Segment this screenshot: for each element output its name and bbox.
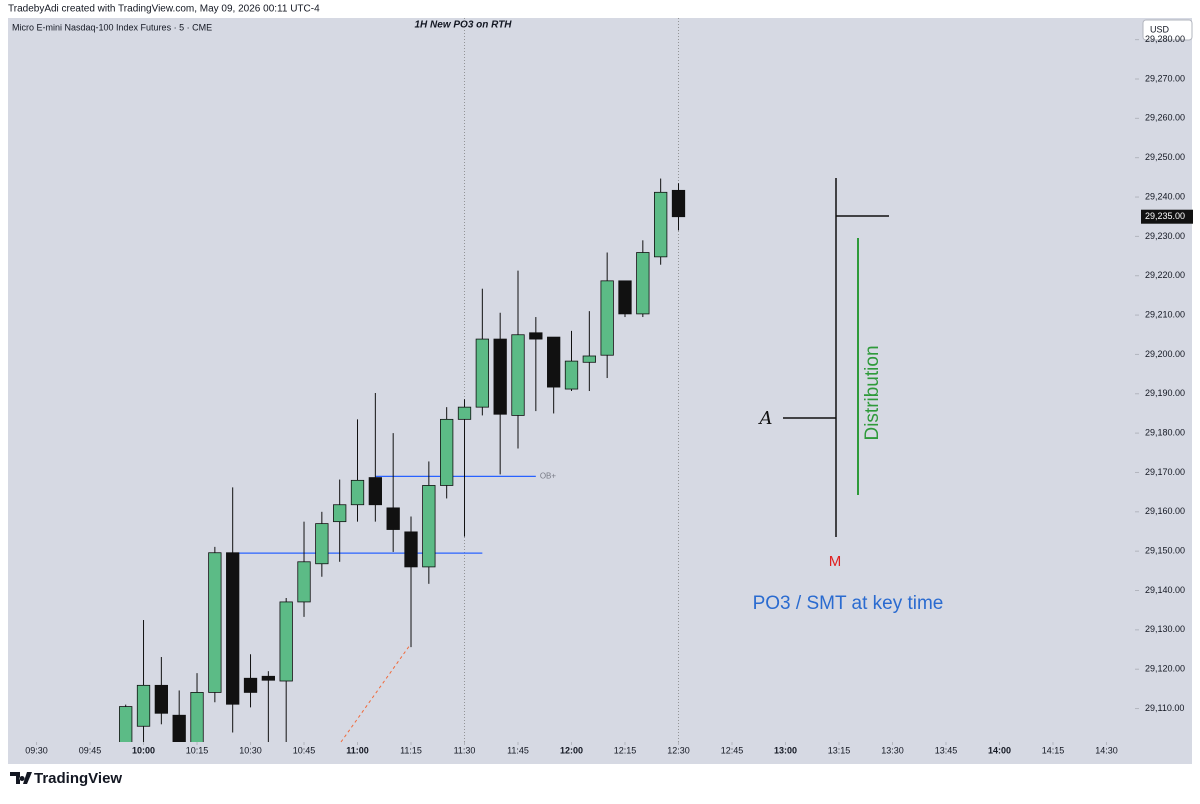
x-tick-label: 12:45 — [721, 745, 744, 755]
y-tick-label: 29,180.00 — [1145, 427, 1185, 437]
x-tick-label: 13:45 — [935, 745, 958, 755]
candle-body — [654, 191, 668, 258]
x-tick-label: 14:00 — [988, 745, 1011, 755]
candle-body — [261, 675, 275, 681]
candle-body — [475, 338, 489, 408]
candle-body — [582, 355, 596, 363]
y-tick-label: 29,160.00 — [1145, 506, 1185, 516]
candle-body — [671, 189, 686, 218]
candle-body — [297, 561, 311, 603]
x-tick-label: 13:15 — [828, 745, 851, 755]
candle-body — [243, 677, 258, 693]
candle-body — [564, 360, 579, 390]
x-tick-label: 11:45 — [507, 745, 529, 755]
y-tick-label: 29,110.00 — [1145, 703, 1184, 713]
y-tick-label: 29,120.00 — [1145, 664, 1185, 674]
candle-body — [119, 706, 133, 742]
header: TradebyAdi created with TradingView.com,… — [8, 4, 320, 15]
label-distribution: Distribution — [862, 345, 883, 440]
x-tick-label: 12:00 — [560, 745, 583, 755]
x-tick-label: 11:15 — [400, 745, 422, 755]
label-note: PO3 / SMT at key time — [753, 593, 944, 614]
candle-body — [404, 531, 418, 568]
x-tick-label: 13:30 — [881, 745, 904, 755]
candle-body — [547, 336, 561, 388]
label-m: M — [829, 553, 842, 570]
trend-line — [340, 644, 411, 743]
candle-body — [315, 523, 329, 565]
chart-title: 1H New PO3 on RTH — [414, 20, 512, 31]
candle-body — [350, 479, 365, 506]
x-tick-label: 09:45 — [79, 745, 102, 755]
candle-body — [368, 477, 382, 506]
candle-body — [600, 280, 614, 356]
candle-body — [457, 406, 472, 420]
y-tick-label: 29,280.00 — [1145, 34, 1185, 44]
y-tick-label: 29,260.00 — [1145, 113, 1185, 123]
currency[interactable]: USD — [1150, 24, 1170, 34]
candle-body — [440, 418, 454, 486]
y-tick-label: 29,190.00 — [1145, 388, 1185, 398]
y-tick-label: 29,210.00 — [1145, 309, 1185, 319]
candle-body — [190, 692, 204, 742]
x-tick-label: 14:30 — [1095, 745, 1118, 755]
x-tick-label: 13:00 — [774, 745, 797, 755]
currency-box[interactable] — [1142, 19, 1193, 41]
candle-body — [422, 485, 436, 568]
brand: TradingView — [34, 770, 122, 787]
candle-body — [493, 338, 507, 415]
x-tick-label: 12:30 — [667, 745, 690, 755]
x-tick-label: 10:15 — [186, 745, 209, 755]
x-tick-label: 11:00 — [346, 745, 369, 755]
x-tick-label: 11:30 — [454, 745, 476, 755]
candle-body — [279, 601, 293, 682]
y-tick-label: 29,200.00 — [1145, 349, 1185, 359]
candle-body — [636, 252, 650, 315]
last-price-box — [1141, 209, 1193, 224]
x-tick-label: 10:45 — [293, 745, 316, 755]
logo-mark — [10, 772, 32, 784]
candle-body — [136, 684, 151, 727]
x-tick-label: 10:00 — [132, 745, 155, 755]
x-tick-label: 12:15 — [614, 745, 637, 755]
y-tick-label: 29,250.00 — [1145, 152, 1185, 162]
candle-body — [386, 507, 400, 530]
level-label: OB+ — [540, 472, 557, 481]
y-tick-label: 29,230.00 — [1145, 231, 1185, 241]
candle-body — [333, 504, 347, 523]
y-tick-label: 29,130.00 — [1145, 624, 1185, 634]
candle-body — [618, 280, 632, 315]
label-a: A — [758, 408, 773, 429]
candle-body — [172, 714, 186, 742]
candle-body — [208, 552, 222, 693]
symbol: Micro E-mini Nasdaq-100 Index Futures · … — [12, 22, 212, 32]
y-tick-label: 29,220.00 — [1145, 270, 1185, 280]
x-tick-label: 10:30 — [239, 745, 262, 755]
y-tick-label: 29,170.00 — [1145, 467, 1185, 477]
last-price-label: 29,235.00 — [1145, 211, 1185, 221]
x-tick-label: 09:30 — [25, 745, 48, 755]
y-tick-label: 29,270.00 — [1145, 73, 1185, 83]
candle-body — [154, 684, 168, 714]
y-tick-label: 29,140.00 — [1145, 585, 1185, 595]
candle-body — [226, 552, 240, 705]
y-tick-label: 29,150.00 — [1145, 546, 1185, 556]
x-tick-label: 14:15 — [1042, 745, 1065, 755]
chart-bg — [8, 18, 1192, 764]
y-tick-label: 29,240.00 — [1145, 191, 1185, 201]
candle-body — [511, 334, 525, 416]
candle-body — [529, 332, 543, 340]
